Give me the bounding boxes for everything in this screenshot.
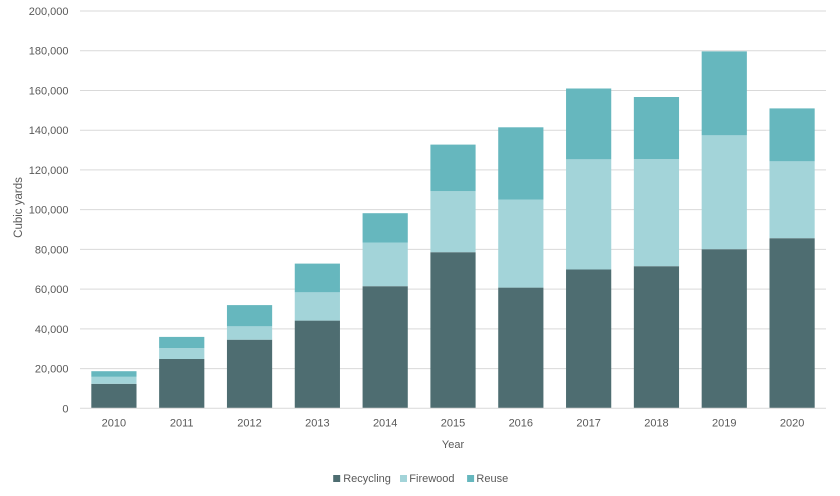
- svg-text:2014: 2014: [373, 418, 397, 430]
- svg-text:Year: Year: [442, 439, 465, 451]
- svg-text:2020: 2020: [780, 418, 804, 430]
- svg-text:Cubic yards: Cubic yards: [13, 177, 25, 238]
- svg-text:2015: 2015: [441, 418, 465, 430]
- svg-text:200,000: 200,000: [29, 6, 69, 18]
- svg-text:2010: 2010: [102, 418, 126, 430]
- svg-text:100,000: 100,000: [29, 205, 69, 217]
- svg-text:2016: 2016: [509, 418, 533, 430]
- svg-text:80,000: 80,000: [35, 244, 69, 256]
- svg-text:160,000: 160,000: [29, 85, 69, 97]
- svg-text:180,000: 180,000: [29, 46, 69, 58]
- svg-text:2018: 2018: [644, 418, 668, 430]
- svg-text:0: 0: [62, 403, 68, 415]
- svg-text:Reuse: Reuse: [476, 473, 508, 485]
- svg-text:Firewood: Firewood: [409, 473, 454, 485]
- svg-text:20,000: 20,000: [35, 364, 69, 376]
- svg-text:140,000: 140,000: [29, 125, 69, 137]
- svg-text:2012: 2012: [237, 418, 261, 430]
- svg-text:2011: 2011: [170, 418, 194, 430]
- svg-text:60,000: 60,000: [35, 284, 69, 296]
- svg-text:2019: 2019: [712, 418, 736, 430]
- svg-text:2017: 2017: [576, 418, 600, 430]
- svg-text:2013: 2013: [305, 418, 329, 430]
- svg-text:120,000: 120,000: [29, 165, 69, 177]
- svg-text:Recycling: Recycling: [343, 473, 391, 485]
- svg-text:40,000: 40,000: [35, 324, 69, 336]
